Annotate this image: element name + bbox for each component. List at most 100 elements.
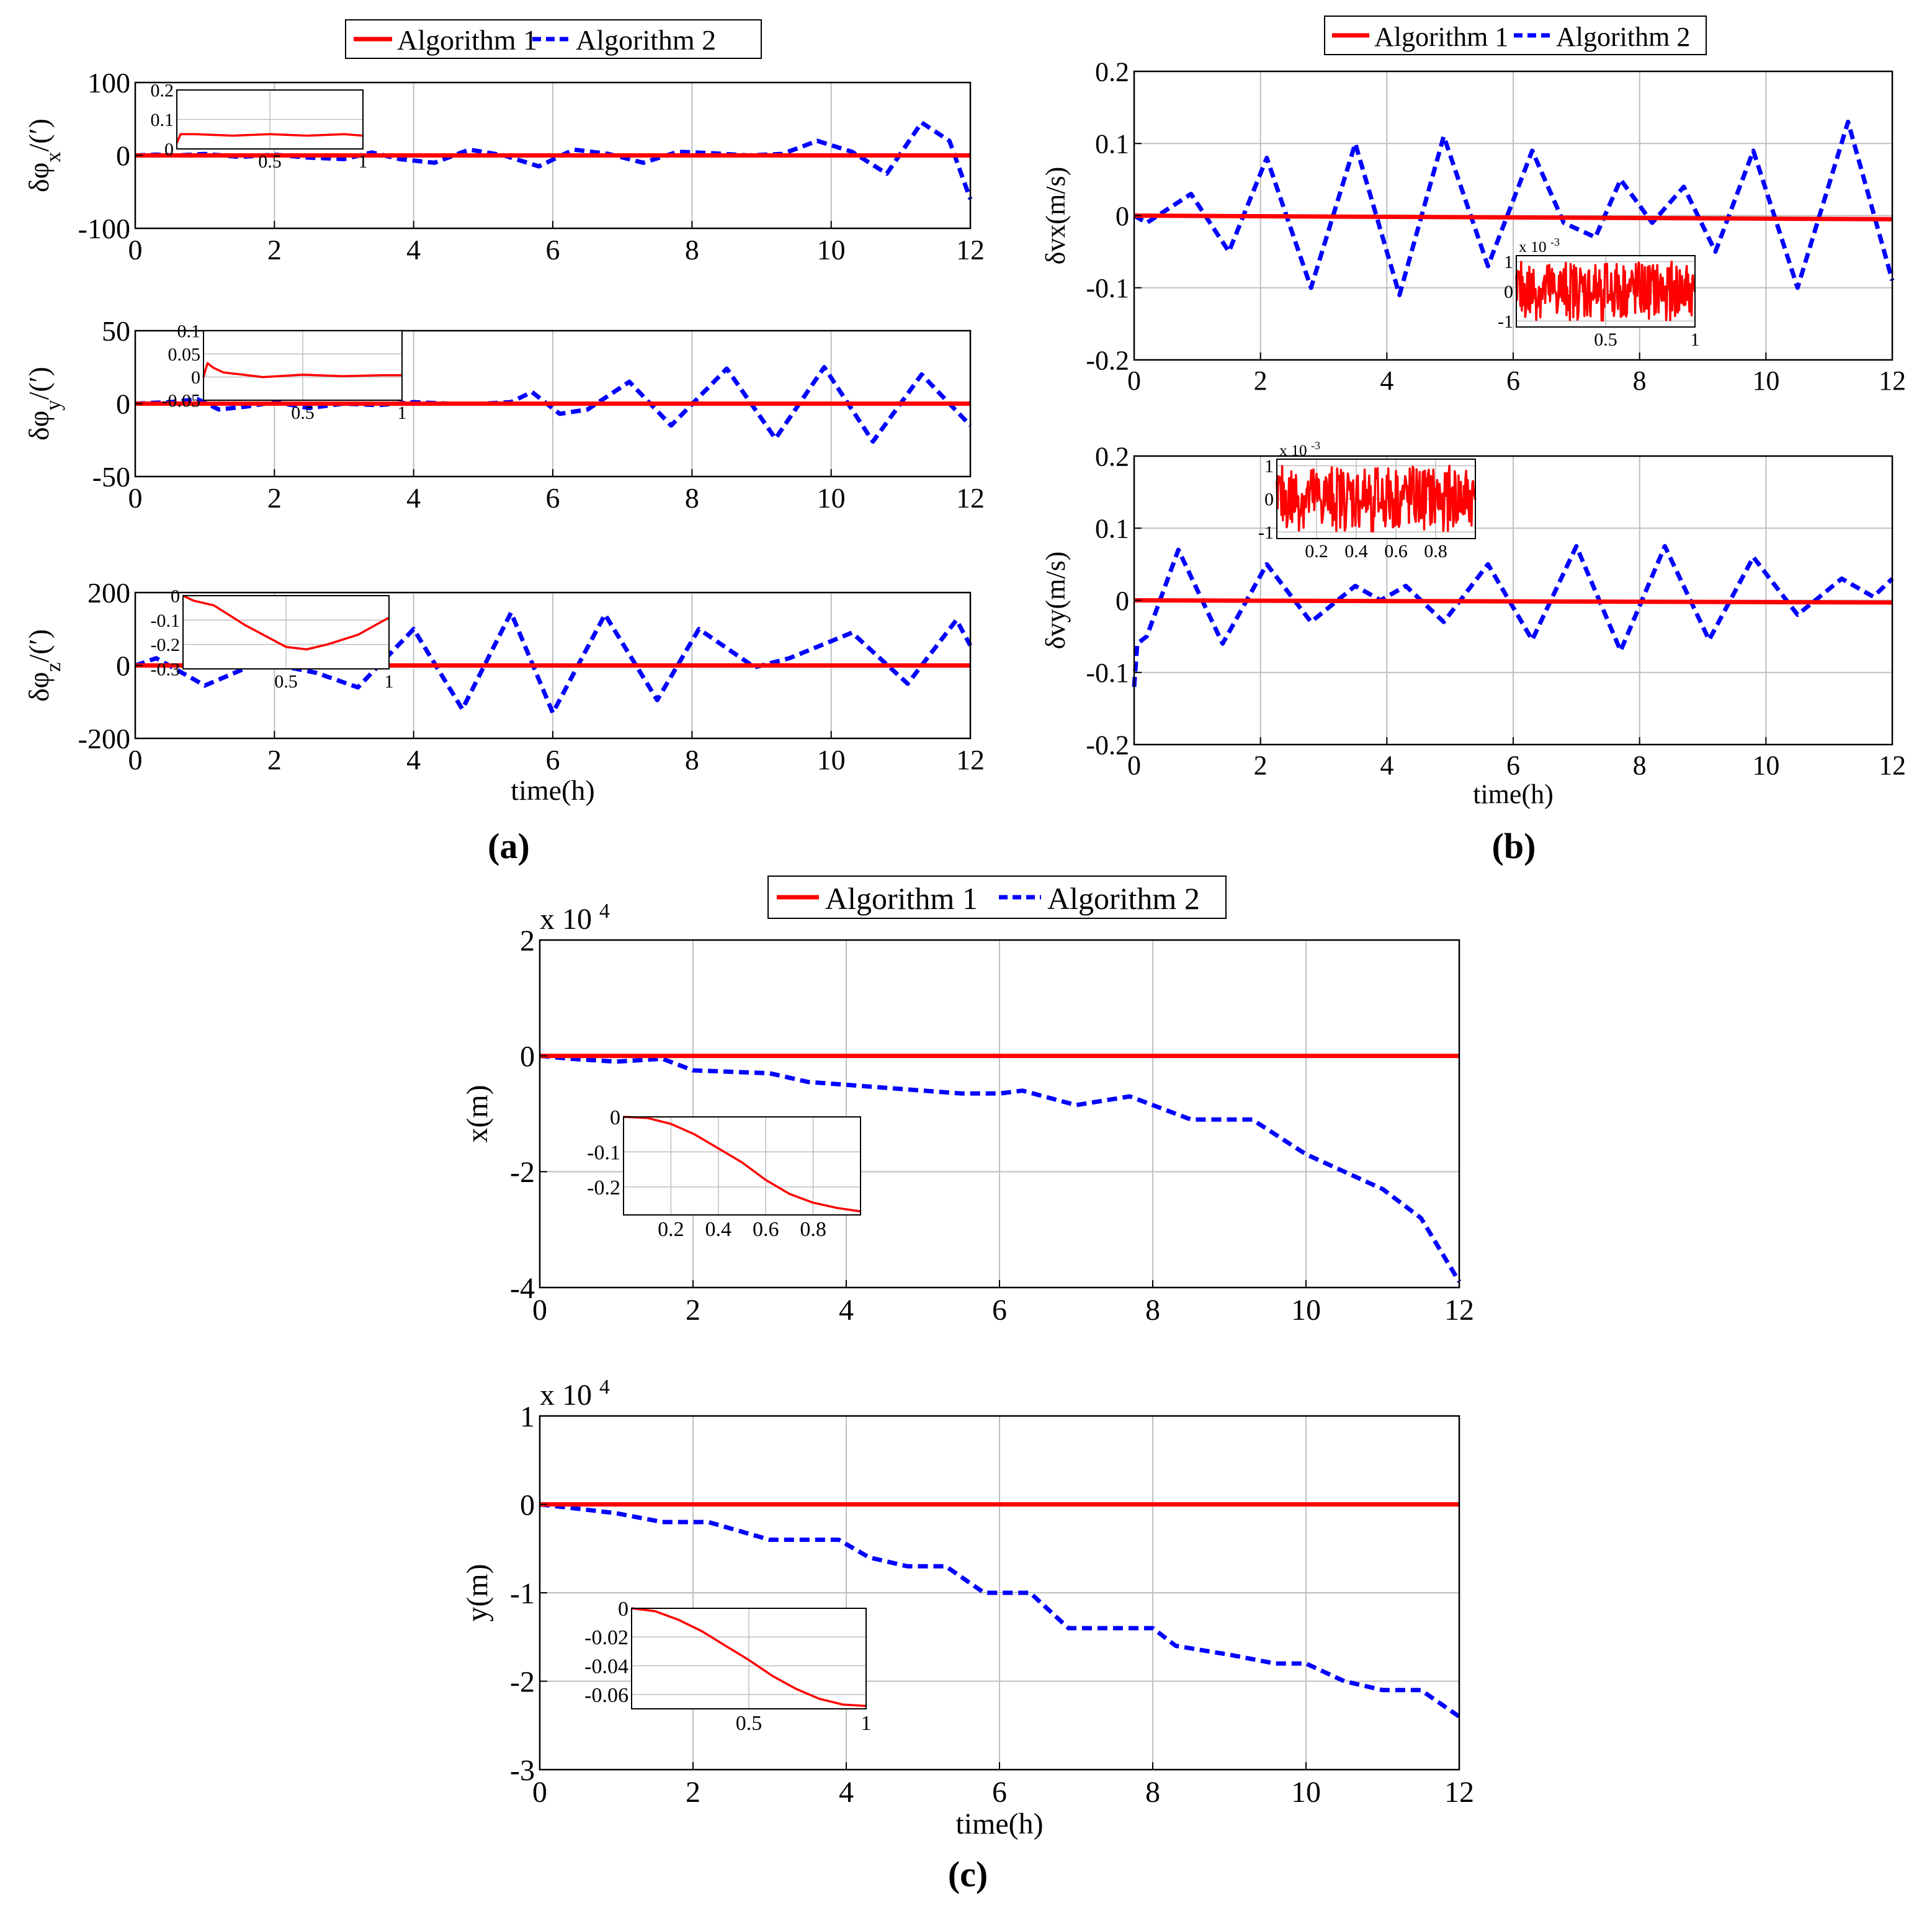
chart-y-inset-ytick-label: 0 bbox=[618, 1598, 628, 1621]
chart-vx-xtick-label: 12 bbox=[1879, 365, 1906, 396]
chart-phiy-inset-xtick-label: 0.5 bbox=[291, 403, 315, 423]
chart-vy-xtick-label: 2 bbox=[1254, 750, 1268, 781]
chart-phiz-ytick-label: 0 bbox=[116, 650, 130, 682]
chart-y-exponent: x 10 4 bbox=[540, 1376, 610, 1412]
chart-phix-inset-series-algorithm1 bbox=[176, 133, 364, 144]
chart-y-ytick-label: 1 bbox=[520, 1400, 535, 1433]
chart-vy-ytick-label: -0.2 bbox=[1086, 730, 1129, 760]
chart-x-inset-xtick-label: 0.6 bbox=[753, 1218, 779, 1241]
chart-phiy-xtick-label: 10 bbox=[817, 482, 846, 514]
chart-vy-inset-xtick-label: 0.4 bbox=[1344, 541, 1368, 562]
chart-vy-xtick-label: 6 bbox=[1506, 750, 1520, 781]
chart-x-xtick-label: 12 bbox=[1444, 1294, 1474, 1327]
chart-phiz-xtick-label: 2 bbox=[267, 744, 282, 776]
chart-x-series-algorithm2 bbox=[539, 1054, 1462, 1283]
chart-y-ylabel: y(m) bbox=[461, 1564, 494, 1621]
chart-vy-inset-ytick-label: -1 bbox=[1258, 522, 1274, 543]
chart-vy-series-algorithm1 bbox=[1134, 598, 1893, 605]
chart-phiz-inset-xtick-label: 0.5 bbox=[274, 671, 298, 692]
chart-phix-xtick-label: 4 bbox=[406, 234, 421, 266]
chart-x-ytick-label: 2 bbox=[520, 925, 535, 957]
chart-x-xtick-label: 4 bbox=[839, 1294, 854, 1327]
chart-vy: 0 2 4 6 8 10 12-0.2-0.100.10.2δvy(m/s)time(h)0… bbox=[1040, 439, 1906, 810]
chart-vy-inset-exponent: x 10 -3 bbox=[1279, 439, 1320, 459]
chart-vy-inset-xtick-label: 0.6 bbox=[1384, 541, 1408, 562]
chart-y-xtick-label: 12 bbox=[1444, 1776, 1474, 1809]
chart-vx-inset-ytick-label: 1 bbox=[1504, 252, 1513, 272]
chart-phiz-ytick-label: 200 bbox=[87, 577, 130, 609]
legend-a-label-algorithm2: Algorithm 2 bbox=[576, 24, 716, 56]
chart-x-xtick-label: 0 bbox=[532, 1294, 547, 1327]
chart-y-xtick-label: 6 bbox=[992, 1776, 1007, 1809]
chart-vx-inset-xtick-label: 1 bbox=[1691, 329, 1700, 350]
chart-vx-xtick-label: 10 bbox=[1752, 365, 1779, 396]
chart-phiz-inset-series-algorithm1 bbox=[182, 594, 390, 651]
chart-vy-ytick-label: -0.1 bbox=[1086, 658, 1129, 688]
chart-x: 0 2 4 6 8 10 12 -4 -2 0 2 x(m) x 10 4 0.2 0.4 0.6 0.8 -0.… bbox=[461, 900, 1474, 1327]
chart-phiz-xtick-label: 0 bbox=[128, 744, 143, 776]
chart-y-series-algorithm2 bbox=[539, 1502, 1460, 1719]
chart-vx-xtick-label: 0 bbox=[1127, 365, 1141, 396]
chart-vx-xtick-label: 8 bbox=[1633, 365, 1647, 396]
chart-x-inset-xtick-label: 0.2 bbox=[658, 1218, 684, 1241]
chart-phiz-xlabel: time(h) bbox=[511, 774, 594, 806]
chart-vy-ytick-label: 0 bbox=[1116, 586, 1129, 616]
chart-phix-inset-xtick-label: 1 bbox=[359, 151, 368, 172]
chart-phix-ylabel: δφx/(′) bbox=[23, 119, 65, 192]
chart-x-ytick-label: -2 bbox=[510, 1156, 535, 1189]
chart-phiy-ytick-label: 50 bbox=[102, 315, 130, 347]
chart-vy-xtick-label: 10 bbox=[1752, 750, 1779, 781]
chart-y-xtick-label: 10 bbox=[1291, 1776, 1321, 1809]
chart-phiz-inset-frame bbox=[182, 595, 390, 670]
chart-phiy-ytick-label: -50 bbox=[92, 461, 130, 493]
chart-phiy-xtick-label: 6 bbox=[546, 482, 560, 514]
chart-y-inset-xtick-label: 0.5 bbox=[736, 1712, 763, 1735]
chart-phiy-xtick-label: 4 bbox=[406, 482, 421, 514]
chart-vx-ytick-label: 0.1 bbox=[1095, 129, 1129, 159]
chart-phix-xtick-label: 12 bbox=[956, 234, 985, 266]
chart-y-inset-ytick-label: -0.02 bbox=[584, 1626, 628, 1649]
chart-vx-inset-frame bbox=[1516, 255, 1696, 328]
chart-x-ytick-label: -4 bbox=[510, 1272, 535, 1305]
chart-phiy-inset-ytick-label: 0 bbox=[191, 367, 200, 388]
chart-vy-ytick-label: 0.2 bbox=[1095, 441, 1129, 472]
chart-vx-ytick-label: 0.2 bbox=[1095, 56, 1129, 87]
chart-phiz-xtick-label: 10 bbox=[817, 744, 846, 776]
chart-x-xtick-label: 8 bbox=[1145, 1294, 1160, 1327]
chart-vy-series-algorithm2 bbox=[1132, 544, 1894, 688]
legend-a-label-algorithm1: Algorithm 1 bbox=[397, 24, 537, 56]
chart-vx: 0 2 4 6 8 10 12 -0.2 -0.1 0 0.1 0.2 δvx(m/s) 0.5 1 -1 0 1… bbox=[1040, 56, 1906, 396]
chart-phix-xtick-label: 8 bbox=[685, 234, 699, 266]
chart-y-xtick-label: 0 bbox=[532, 1776, 547, 1809]
chart-vx-inset: 0.5 1 -1 0 1 x 10 -3 bbox=[1498, 236, 1700, 350]
chart-x-ylabel: x(m) bbox=[461, 1085, 494, 1142]
chart-x-inset-ytick-label: -0.2 bbox=[587, 1176, 620, 1199]
chart-vy-inset-ytick-label: 0 bbox=[1264, 490, 1274, 510]
chart-phix-ytick-label: 100 bbox=[87, 67, 130, 99]
chart-phix-inset-ytick-label: 0.1 bbox=[151, 110, 174, 130]
chart-y-xtick-label: 4 bbox=[839, 1776, 854, 1809]
chart-vx-ylabel: δvx(m/s) bbox=[1040, 167, 1071, 265]
chart-y-inset-series-algorithm1 bbox=[631, 1607, 867, 1708]
chart-phiz-inset-ytick-label: -0.2 bbox=[151, 635, 181, 655]
chart-vy-inset-xtick-label: 0.8 bbox=[1424, 541, 1447, 562]
chart-vy-inset-frame bbox=[1276, 459, 1476, 539]
chart-phiy-xtick-label: 2 bbox=[267, 482, 282, 514]
chart-phix-ytick-label: -100 bbox=[78, 213, 130, 244]
chart-x-inset-ytick-label: -0.1 bbox=[587, 1141, 620, 1164]
chart-phiy-ylabel: δφy/(′) bbox=[23, 367, 65, 441]
chart-vy-xtick-label: 12 bbox=[1879, 750, 1906, 781]
chart-phix-xtick-label: 0 bbox=[128, 234, 143, 266]
chart-vy-inset-series-algorithm1 bbox=[1276, 465, 1477, 533]
chart-y-inset-ytick-label: -0.04 bbox=[584, 1655, 628, 1678]
legend-c-label-algorithm2: Algorithm 2 bbox=[1047, 881, 1200, 916]
chart-y: 0 2 4 6 8 10 12 -3 -2 -1 0 1 y(m) time(h) x 10 4 0.5 1 -0… bbox=[461, 1376, 1474, 1841]
chart-phiz-ytick-label: -200 bbox=[78, 723, 130, 755]
chart-phiy-inset-xtick-label: 1 bbox=[398, 403, 407, 423]
chart-x-exponent: x 10 4 bbox=[540, 900, 610, 936]
legend-b-label-algorithm2: Algorithm 2 bbox=[1556, 22, 1690, 52]
chart-phix-xtick-label: 6 bbox=[546, 234, 560, 266]
chart-vy-xtick-label: 4 bbox=[1380, 750, 1393, 781]
chart-phix-inset-ytick-label: 0 bbox=[164, 140, 174, 160]
